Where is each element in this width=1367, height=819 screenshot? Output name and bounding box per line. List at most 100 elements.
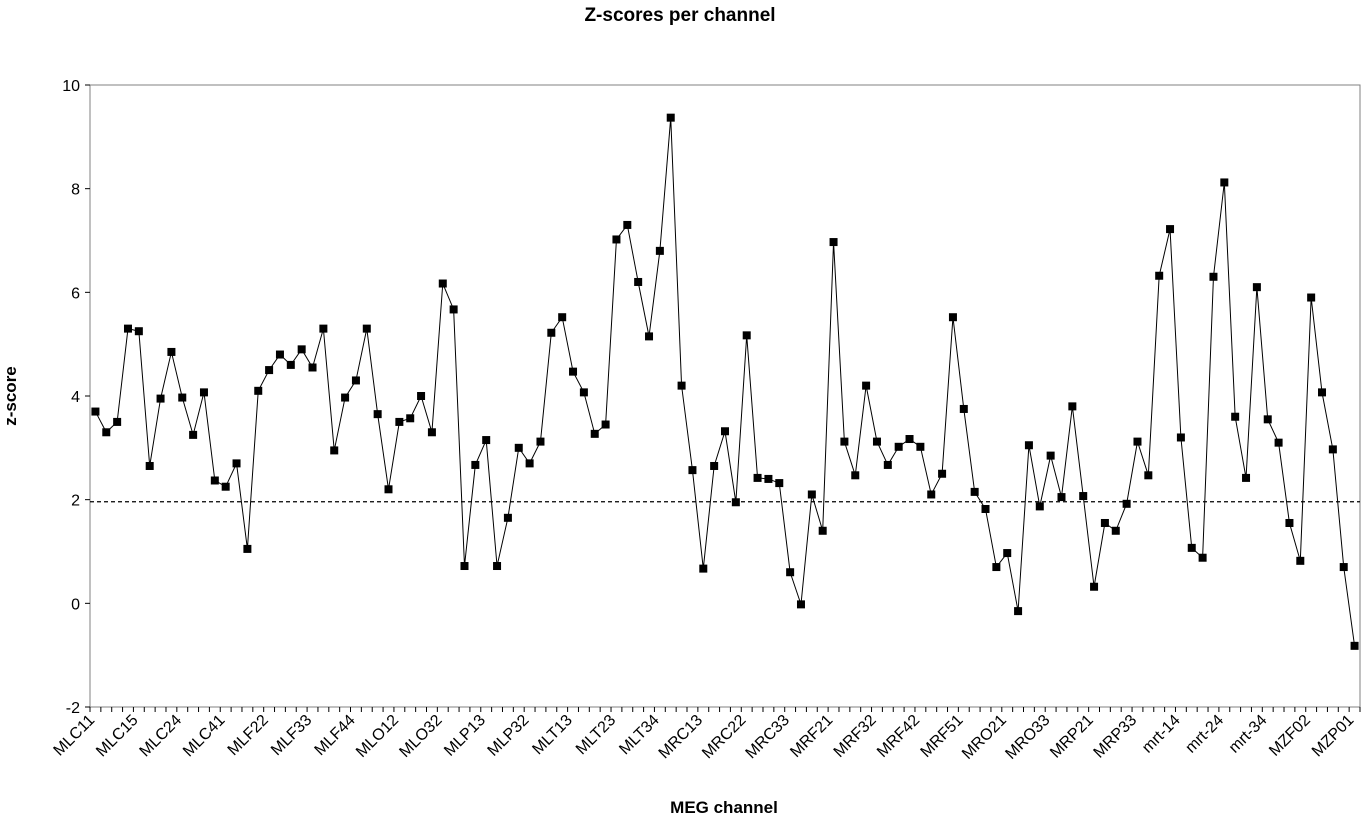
data-point-24 xyxy=(351,376,360,385)
data-point-2 xyxy=(113,417,122,426)
data-point-15 xyxy=(254,386,263,395)
data-point-64 xyxy=(786,568,795,577)
x-tick-label-15: MRC22 xyxy=(699,712,749,762)
x-tick-label-19: MRF42 xyxy=(874,712,923,761)
x-tick-label-12: MLT23 xyxy=(573,712,619,758)
y-tick-label-3: 4 xyxy=(71,389,80,406)
data-point-10 xyxy=(199,388,208,397)
x-tick-label-17: MRF21 xyxy=(787,712,836,761)
y-tick-label-6: 10 xyxy=(62,78,80,95)
data-point-97 xyxy=(1144,471,1153,480)
data-point-94 xyxy=(1111,526,1120,535)
x-tick-label-4: MLF22 xyxy=(225,712,272,759)
data-point-81 xyxy=(970,487,979,496)
x-tick-label-5: MLF33 xyxy=(268,712,315,759)
data-point-90 xyxy=(1068,402,1077,411)
data-point-72 xyxy=(872,437,881,446)
x-axis xyxy=(89,707,1361,712)
x-tick-label-29: MZP01 xyxy=(1309,712,1358,761)
data-point-23 xyxy=(341,393,350,402)
y-tick-label-1: 0 xyxy=(71,596,80,613)
data-point-91 xyxy=(1079,492,1088,501)
series-line xyxy=(94,117,1356,646)
data-point-116 xyxy=(1350,641,1359,650)
data-point-3 xyxy=(123,324,132,333)
data-point-65 xyxy=(796,600,805,609)
data-point-28 xyxy=(395,417,404,426)
data-point-71 xyxy=(862,381,871,390)
data-point-96 xyxy=(1133,437,1142,446)
x-tick-label-11: MLT13 xyxy=(529,712,575,758)
data-point-12 xyxy=(221,482,230,491)
data-point-61 xyxy=(753,473,762,482)
data-point-99 xyxy=(1166,225,1175,234)
data-point-69 xyxy=(840,437,849,446)
data-point-42 xyxy=(547,328,556,337)
data-point-38 xyxy=(503,513,512,522)
data-point-19 xyxy=(297,345,306,354)
data-point-50 xyxy=(634,277,643,286)
data-point-6 xyxy=(156,394,165,403)
data-point-62 xyxy=(764,474,773,483)
data-point-77 xyxy=(927,490,936,499)
data-point-17 xyxy=(275,350,284,359)
x-tick-label-6: MLF44 xyxy=(312,712,359,759)
data-point-9 xyxy=(189,430,198,439)
data-point-89 xyxy=(1057,493,1066,502)
data-point-31 xyxy=(427,428,436,437)
x-tick-label-16: MRC33 xyxy=(743,712,793,762)
data-point-75 xyxy=(905,435,914,444)
x-tick-label-18: MRF32 xyxy=(831,712,880,761)
x-tick-label-14: MRC13 xyxy=(656,712,706,762)
data-point-74 xyxy=(894,442,903,451)
data-point-25 xyxy=(362,324,371,333)
x-tick-label-28: MZF02 xyxy=(1266,712,1314,760)
data-point-5 xyxy=(145,461,154,470)
data-point-108 xyxy=(1263,415,1272,424)
data-point-1 xyxy=(102,428,111,437)
data-point-73 xyxy=(883,460,892,469)
data-point-57 xyxy=(710,461,719,470)
data-point-53 xyxy=(666,113,675,122)
data-point-101 xyxy=(1187,543,1196,552)
data-point-85 xyxy=(1014,607,1023,616)
data-point-83 xyxy=(992,563,1001,572)
data-point-14 xyxy=(243,544,252,553)
data-point-113 xyxy=(1318,388,1327,397)
data-point-115 xyxy=(1339,563,1348,572)
y-axis: -2 0 2 4 6 8 10 xyxy=(62,78,90,717)
x-tick-label-9: MLP13 xyxy=(441,712,489,760)
y-axis-title: z-score xyxy=(1,366,20,426)
data-point-66 xyxy=(807,490,816,499)
data-point-80 xyxy=(959,404,968,413)
data-point-92 xyxy=(1090,582,1099,591)
data-point-4 xyxy=(134,327,143,336)
data-point-0 xyxy=(91,407,100,416)
y-tick-label-4: 6 xyxy=(71,285,80,302)
x-tick-label-20: MRF51 xyxy=(918,712,967,761)
data-point-82 xyxy=(981,505,990,513)
data-point-32 xyxy=(438,279,447,288)
y-tick-label-2: 2 xyxy=(71,493,80,510)
x-tick-label-3: MLC41 xyxy=(180,712,229,761)
data-point-70 xyxy=(851,471,860,480)
chart-title: Z-scores per channel xyxy=(584,5,775,26)
data-point-34 xyxy=(460,562,469,571)
data-point-79 xyxy=(948,313,957,322)
data-point-114 xyxy=(1328,445,1337,454)
data-point-63 xyxy=(775,479,784,488)
data-point-54 xyxy=(677,381,686,390)
data-point-67 xyxy=(818,526,827,535)
x-tick-label-23: MRP21 xyxy=(1047,712,1097,762)
data-point-36 xyxy=(482,436,491,445)
data-point-78 xyxy=(938,469,947,478)
x-tick-label-24: MRP33 xyxy=(1091,712,1141,762)
data-point-35 xyxy=(471,460,480,469)
x-tick-label-25: mrt-14 xyxy=(1139,712,1184,757)
x-tick-label-26: mrt-24 xyxy=(1182,712,1227,757)
data-point-21 xyxy=(319,324,328,333)
data-point-29 xyxy=(406,414,415,423)
data-point-40 xyxy=(525,459,534,468)
data-point-76 xyxy=(916,442,925,451)
